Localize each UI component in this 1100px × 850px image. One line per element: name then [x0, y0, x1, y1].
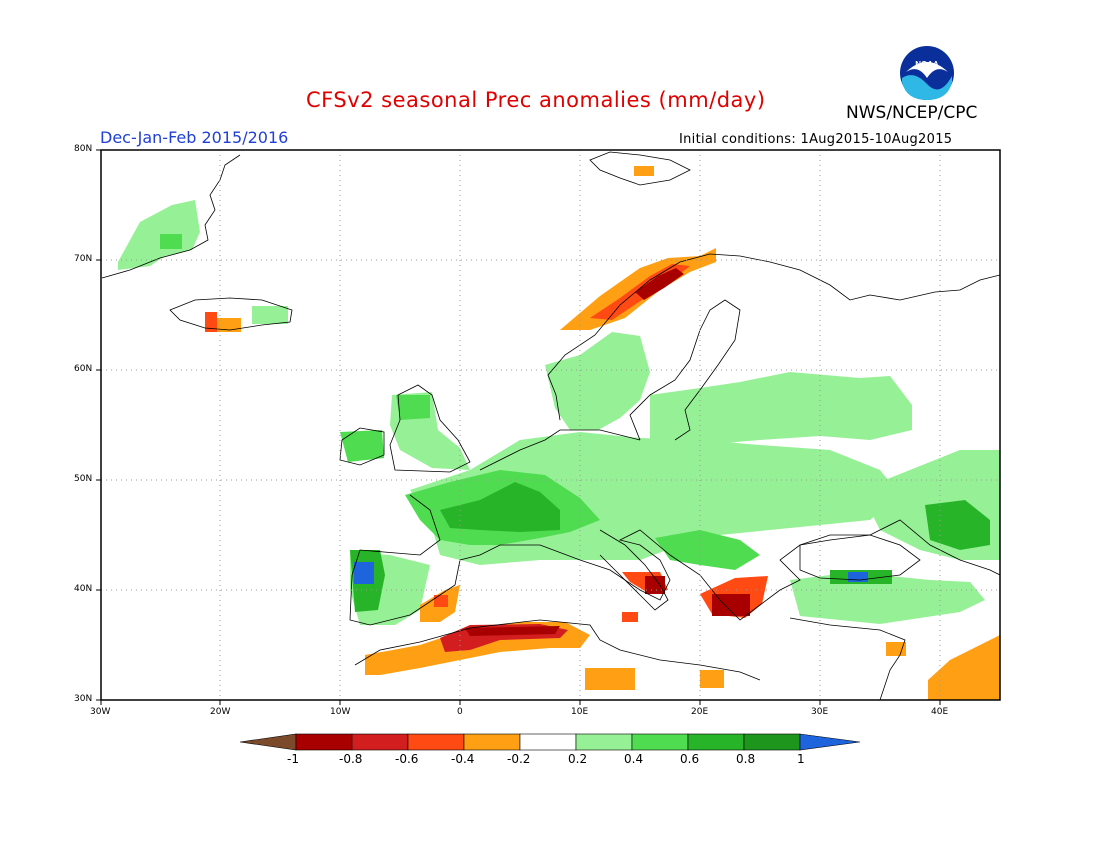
anomaly-ireland — [340, 430, 384, 462]
lat-label-50n: 50N — [74, 474, 93, 484]
anomaly-shading — [118, 166, 1000, 700]
anomaly-balkans — [655, 530, 760, 570]
coast-black-sea — [799, 534, 921, 581]
colorbar-tick-label: -0.6 — [395, 752, 419, 766]
lon-label-10w: 10W — [330, 707, 351, 717]
map-frame — [100, 149, 1001, 701]
lat-label-70n: 70N — [74, 254, 93, 264]
colorbar-bin-4 — [463, 733, 521, 751]
anomaly-italy-dry-strong — [645, 576, 665, 594]
colorbar-tick-label: -0.2 — [507, 752, 531, 766]
anomaly-greece-strong — [712, 594, 750, 616]
anomaly-scandinavia — [545, 332, 650, 430]
anomaly-sicily-dry — [622, 612, 638, 622]
coast-scandinavia — [547, 253, 1000, 421]
anomaly-scotland — [396, 395, 430, 420]
anomaly-libya — [585, 668, 635, 690]
coast-continent — [349, 429, 1000, 626]
lon-label-20e: 20E — [691, 707, 709, 717]
coast-finland-baltic — [629, 299, 741, 441]
colorbar — [239, 733, 861, 751]
coast-british-isles — [389, 384, 471, 473]
lat-label-80n: 80N — [74, 144, 93, 154]
anomaly-iceland-west — [205, 312, 217, 332]
colorbar-tick-label: 0.6 — [680, 752, 700, 766]
colorbar-tick-label: -1 — [287, 752, 299, 766]
anomaly-turkey — [790, 575, 985, 624]
coast-greenland — [101, 154, 241, 279]
anomaly-northern-russia — [650, 372, 912, 445]
colorbar-tick-label: 0.4 — [624, 752, 644, 766]
initial-conditions-label: Initial conditions: 1Aug2015-10Aug2015 — [679, 132, 953, 147]
anomaly-caspian-strong — [925, 500, 990, 550]
agency-label: NWS/NCEP/CPC — [846, 103, 978, 123]
anomaly-iceland-west-weak — [217, 318, 241, 332]
anomaly-norway-dry-strong — [635, 268, 684, 300]
coast-north-africa — [354, 619, 761, 681]
colorbar-bin-3 — [407, 733, 465, 751]
lon-label-0: 0 — [457, 707, 463, 717]
anomaly-iceland-east — [252, 306, 288, 324]
lon-label-40e: 40E — [931, 707, 949, 717]
anomaly-portugal-wet — [354, 562, 374, 584]
noaa-logo-icon: NOAA — [896, 42, 958, 104]
coast-svalbard — [589, 151, 691, 186]
colorbar-bin-9 — [743, 733, 801, 751]
lat-label-60n: 60N — [74, 364, 93, 374]
coast-iceland — [169, 297, 293, 331]
colorbar-tick-label: 1 — [797, 752, 805, 766]
map-title: CFSv2 seasonal Prec anomalies (mm/day) — [306, 88, 766, 112]
anomaly-egypt — [700, 670, 724, 688]
anomaly-svalbard — [634, 166, 654, 176]
lon-label-20w: 20W — [210, 707, 231, 717]
lat-label-40n: 40N — [74, 584, 93, 594]
anomaly-france-strong — [440, 482, 560, 532]
colorbar-high-arrow — [799, 733, 861, 751]
colorbar-bin-1 — [295, 733, 353, 751]
anomaly-greenland — [118, 200, 200, 270]
lat-label-30n: 30N — [74, 694, 93, 704]
season-label: Dec-Jan-Feb 2015/2016 — [100, 128, 289, 147]
colorbar-bin-8 — [687, 733, 745, 751]
anomaly-greenland-strong — [160, 234, 182, 249]
anomaly-middle-east-2 — [886, 642, 906, 656]
lon-label-30e: 30E — [811, 707, 829, 717]
colorbar-bin-7 — [631, 733, 689, 751]
anomaly-spain-dry-2 — [434, 595, 448, 607]
lon-label-30w: 30W — [90, 707, 111, 717]
colorbar-tick-label: 0.8 — [736, 752, 756, 766]
colorbar-bin-6 — [575, 733, 633, 751]
colorbar-bin-2 — [351, 733, 409, 751]
colorbar-tick-label: -0.8 — [339, 752, 363, 766]
colorbar-low-arrow — [239, 733, 297, 751]
coast-ireland — [339, 427, 385, 466]
colorbar-bin-5 — [519, 733, 577, 751]
coast-italy — [599, 529, 669, 611]
graticule — [101, 150, 1000, 700]
anomaly-middle-east — [928, 635, 1000, 700]
noaa-logo-text: NOAA — [915, 60, 939, 69]
colorbar-tick-label: -0.4 — [451, 752, 475, 766]
coast-turkey — [789, 617, 906, 700]
coastlines — [101, 151, 1000, 700]
axis-ticks — [96, 149, 941, 705]
lon-label-10e: 10E — [571, 707, 589, 717]
colorbar-tick-label: 0.2 — [568, 752, 588, 766]
anomaly-algeria-dry-strong — [465, 626, 560, 636]
anomaly-turkey-wet — [848, 572, 868, 582]
